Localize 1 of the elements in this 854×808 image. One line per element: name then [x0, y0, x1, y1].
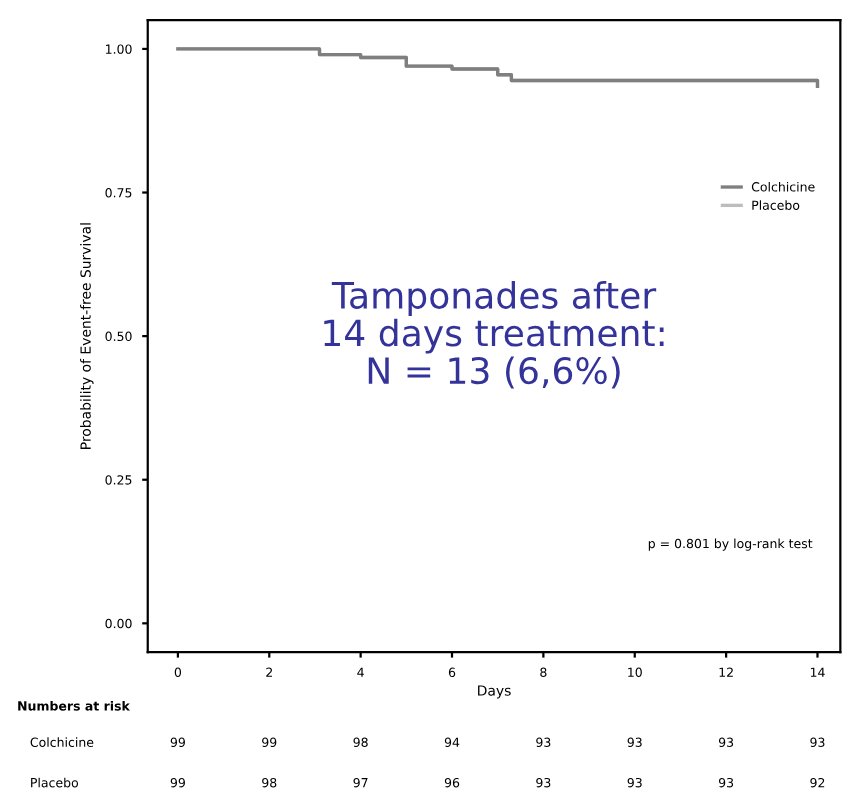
annotation: Tamponades after 14 days treatment: N = 13 (6,6%)	[324, 280, 664, 389]
